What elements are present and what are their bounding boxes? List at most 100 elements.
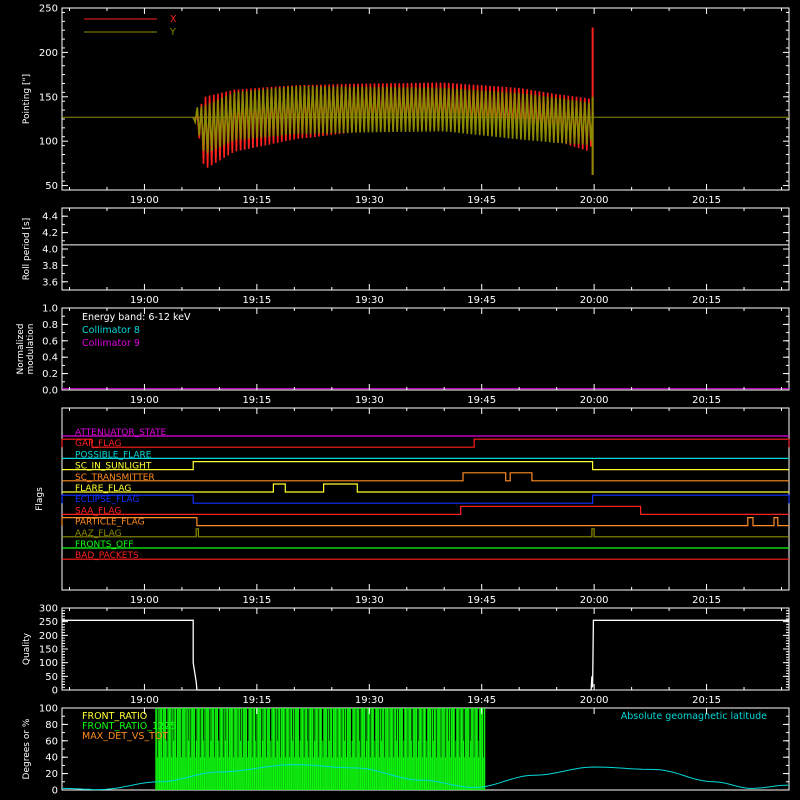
x-tick-label: 20:15 bbox=[692, 195, 721, 206]
y-tick-label: 100 bbox=[39, 704, 58, 715]
modulation-legend: Energy band: 6-12 keV Collimator 8 Colli… bbox=[82, 312, 191, 349]
pointing-plot-area bbox=[61, 7, 790, 191]
flag-trace bbox=[61, 438, 790, 448]
y-tick-label: 0.8 bbox=[42, 320, 58, 331]
y-tick-label: 0 bbox=[52, 686, 58, 697]
y-tick-label: 200 bbox=[39, 48, 58, 59]
x-tick-label: 19:45 bbox=[467, 595, 496, 606]
flag-label: BAD_PACKETS bbox=[75, 551, 139, 561]
y-tick-label: 80 bbox=[45, 720, 58, 731]
flag-label: SC_TRANSMITTER bbox=[75, 473, 155, 483]
x-tick-label: 19:45 bbox=[467, 695, 496, 706]
quality-line bbox=[62, 619, 789, 691]
pointing-legend: X Y bbox=[84, 14, 177, 38]
flag-label: SAA_FLAG bbox=[75, 506, 121, 516]
quality-data bbox=[62, 619, 789, 691]
ratio-y-axis-label: Degrees or % bbox=[22, 718, 32, 779]
flag-trace bbox=[62, 528, 789, 538]
x-tick-label: 20:15 bbox=[692, 395, 721, 406]
x-tick-label: 19:30 bbox=[355, 695, 384, 706]
legend-front-ratio: FRONT_RATIO bbox=[82, 711, 147, 722]
ratio-legend: FRONT_RATIO FRONT_RATIO_1225 MAX_DET_VS_… bbox=[82, 711, 767, 742]
x-tick-label: 19:15 bbox=[242, 195, 271, 206]
pointing-data bbox=[62, 27, 789, 175]
x-tick-label: 19:30 bbox=[355, 195, 384, 206]
y-tick-label: 4.2 bbox=[42, 228, 58, 239]
roll-plot-area bbox=[61, 207, 790, 291]
y-tick-label: 300 bbox=[39, 604, 58, 615]
flag-label: GAP_FLAG bbox=[75, 439, 121, 449]
y-tick-label: 0.0 bbox=[42, 386, 58, 397]
y-tick-label: 60 bbox=[45, 736, 58, 747]
y-tick-label: 1.0 bbox=[42, 304, 58, 315]
geomagnetic-latitude-line bbox=[62, 764, 790, 791]
flag-label: POSSIBLE_FLARE bbox=[75, 450, 152, 460]
legend-y-label: Y bbox=[169, 27, 176, 38]
flag-label: AAZ_FLAG bbox=[75, 529, 122, 539]
x-tick-label: 20:00 bbox=[580, 295, 609, 306]
x-tick-label: 20:15 bbox=[692, 295, 721, 306]
y-tick-label: 100 bbox=[39, 658, 58, 669]
modulation-y-axis-label-1: Normalized bbox=[16, 323, 26, 374]
x-tick-label: 19:00 bbox=[130, 595, 159, 606]
y-tick-label: 40 bbox=[45, 753, 58, 764]
flag-trace bbox=[61, 494, 790, 504]
pointing-series-y bbox=[192, 86, 594, 154]
y-tick-label: 0.4 bbox=[42, 353, 58, 364]
y-tick-label: 3.8 bbox=[42, 261, 58, 272]
flags-plot-area bbox=[61, 407, 790, 591]
x-tick-label: 19:15 bbox=[242, 395, 271, 406]
flag-trace bbox=[61, 517, 789, 527]
quality-x-ticks: 19:00 19:15 19:30 19:45 20:00 20:15 bbox=[68, 608, 783, 706]
flag-trace bbox=[62, 483, 789, 493]
pointing-panel: 50 100 150 200 250 19:00 19:15 19:30 19:45 20:00… bbox=[22, 4, 790, 206]
x-tick-label: 19:15 bbox=[242, 695, 271, 706]
quality-y-axis-label: Quality bbox=[22, 632, 32, 665]
flag-label: SC_IN_SUNLIGHT bbox=[75, 462, 152, 472]
legend-geomagnetic-latitude: Absolute geomagnetic latitude bbox=[621, 711, 767, 722]
y-tick-label: 200 bbox=[39, 631, 58, 642]
flag-trace bbox=[62, 472, 789, 482]
x-tick-label: 19:45 bbox=[467, 295, 496, 306]
flag-label: ECLIPSE_FLAG bbox=[75, 495, 139, 505]
legend-front-ratio-1225: FRONT_RATIO_1225 bbox=[82, 721, 176, 732]
x-tick-label: 20:15 bbox=[692, 595, 721, 606]
flag-label: FRONTS_OFF bbox=[75, 540, 133, 550]
roll-y-ticks: 3.6 3.8 4.0 4.2 4.4 bbox=[42, 207, 789, 291]
flags-y-axis-label: Flags bbox=[35, 487, 45, 511]
y-tick-label: 4.4 bbox=[42, 212, 58, 223]
y-tick-label: 4.0 bbox=[42, 245, 58, 256]
y-tick-label: 3.6 bbox=[42, 277, 58, 288]
x-tick-label: 19:30 bbox=[355, 595, 384, 606]
x-tick-label: 19:00 bbox=[130, 295, 159, 306]
flag-label: PARTICLE_FLAG bbox=[75, 518, 145, 528]
y-tick-label: 0 bbox=[52, 786, 58, 797]
x-tick-label: 19:30 bbox=[355, 295, 384, 306]
pointing-x-ticks: 19:00 19:15 19:30 19:45 20:00 20:15 bbox=[68, 8, 783, 206]
modulation-x-ticks: 19:00 19:15 19:30 19:45 20:00 20:15 bbox=[68, 308, 783, 406]
y-tick-label: 0.6 bbox=[42, 336, 58, 347]
quality-y-ticks: 0 50 100 150 200 250 300 bbox=[39, 604, 789, 697]
y-tick-label: 100 bbox=[39, 137, 58, 148]
flags-x-ticks: 19:00 19:15 19:30 19:45 20:00 20:15 bbox=[68, 408, 783, 606]
modulation-y-ticks: 0.0 0.2 0.4 0.6 0.8 1.0 bbox=[42, 304, 789, 397]
x-tick-label: 20:00 bbox=[580, 395, 609, 406]
x-tick-label: 19:15 bbox=[242, 295, 271, 306]
y-tick-label: 50 bbox=[45, 181, 58, 192]
x-tick-label: 19:45 bbox=[467, 195, 496, 206]
flag-label: FLARE_FLAG bbox=[75, 484, 131, 494]
y-tick-label: 150 bbox=[39, 92, 58, 103]
ratio-y-ticks: 0 20 40 60 80 100 bbox=[39, 704, 789, 797]
y-tick-label: 250 bbox=[39, 4, 58, 15]
legend-max-det-vs-tot: MAX_DET_VS_TOT bbox=[82, 731, 168, 742]
flag-trace bbox=[62, 461, 789, 471]
pointing-y-axis-label: Pointing ["] bbox=[22, 74, 32, 124]
y-tick-label: 0.2 bbox=[42, 369, 58, 380]
x-tick-label: 19:30 bbox=[355, 395, 384, 406]
x-tick-label: 20:00 bbox=[580, 195, 609, 206]
ratio-data bbox=[62, 708, 790, 791]
flag-label: ATTENUATOR_STATE bbox=[75, 428, 167, 438]
x-tick-label: 20:00 bbox=[580, 695, 609, 706]
